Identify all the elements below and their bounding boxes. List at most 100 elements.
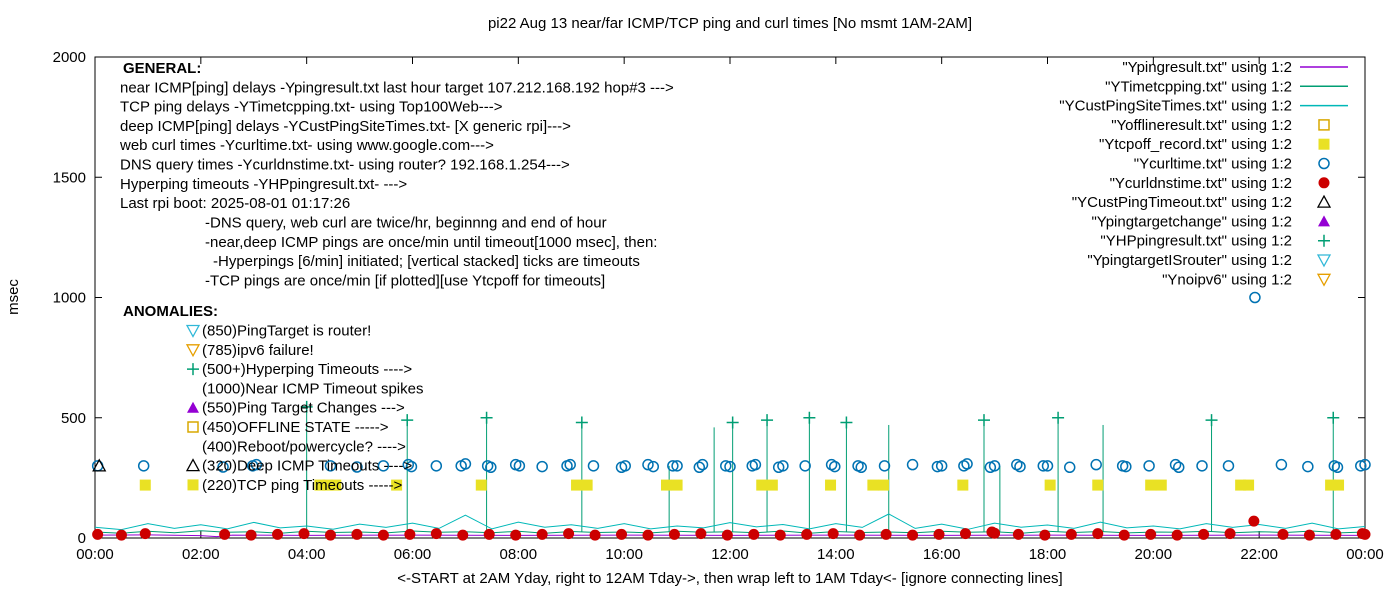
data-point-circle-filled <box>536 528 548 540</box>
data-point-circle-filled <box>92 528 104 540</box>
data-point-circle-filled <box>1277 528 1289 540</box>
data-point-square-filled <box>1145 479 1157 491</box>
data-point-circle-filled <box>1303 529 1315 541</box>
data-point-square-filled <box>867 479 879 491</box>
data-point-square-filled <box>756 479 768 491</box>
data-point-circle-open <box>485 461 497 474</box>
data-point-circle-filled <box>1198 528 1210 540</box>
data-point-circle-filled <box>1039 529 1051 541</box>
data-point-circle-open <box>720 460 732 472</box>
data-point-square-filled <box>1243 479 1255 491</box>
data-point-circle-open <box>799 460 811 472</box>
general-line: near ICMP[ping] delays -Ypingresult.txt … <box>120 79 674 96</box>
general-note: -near,deep ICMP pings are once/min until… <box>205 234 657 251</box>
anomaly-square-open <box>187 421 199 433</box>
anomaly-triangle-open <box>185 458 201 472</box>
data-point-circle-open <box>217 461 229 473</box>
data-point-circle-open <box>587 460 600 472</box>
legend-label: "Ypingtargetchange" using 1:2 <box>1091 213 1292 230</box>
data-point-circle-filled <box>695 528 707 540</box>
data-point-circle-filled <box>1248 515 1260 527</box>
data-point-plus <box>1052 411 1065 424</box>
data-point-square-filled <box>1333 479 1345 491</box>
data-point-circle-open <box>878 460 891 472</box>
legend-label: "Ypingresult.txt" using 1:2 <box>1122 59 1292 76</box>
data-point-circle-open <box>696 458 709 471</box>
data-point-circle-filled <box>115 529 127 541</box>
data-point-circle-open <box>1359 458 1371 471</box>
data-point-square-filled <box>877 479 889 491</box>
data-point-circle-open <box>1041 460 1054 472</box>
anomaly-line: (500+)Hyperping Timeouts ----> <box>202 361 412 378</box>
general-note: -TCP pings are once/min [if plotted][use… <box>205 272 605 289</box>
legend-marker-plus <box>1318 234 1330 247</box>
data-point-square-filled <box>661 479 672 491</box>
chart-title: pi22 Aug 13 near/far ICMP/TCP ping and c… <box>488 15 972 32</box>
x-axis-label: <-START at 2AM Yday, right to 12AM Tday-… <box>397 570 1062 587</box>
data-point-circle-filled <box>1359 528 1371 540</box>
data-point-circle-open <box>1143 460 1155 472</box>
data-point-circle-open <box>906 458 919 471</box>
data-point-circle-filled <box>616 528 628 540</box>
data-point-plus <box>840 416 853 429</box>
general-line: Hyperping timeouts -YHPpingresult.txt- -… <box>120 176 407 193</box>
data-point-circle-filled <box>457 529 469 541</box>
data-point-circle-open <box>405 460 418 473</box>
data-point-circle-filled <box>1065 528 1077 540</box>
data-point-circle-filled <box>880 528 892 540</box>
x-tick-label: 22:00 <box>1240 546 1278 563</box>
legend-label: "Ytcpoff_record.txt" using 1:2 <box>1099 136 1292 153</box>
data-point-circle-filled <box>430 528 442 540</box>
data-point-circle-open <box>1331 461 1344 474</box>
data-point-circle-open <box>324 460 337 472</box>
data-point-square-filled <box>475 479 487 491</box>
data-point-circle-open <box>724 460 736 473</box>
data-point-circle-filled <box>510 529 522 541</box>
general-header: GENERAL: <box>123 60 201 77</box>
x-tick-label: 08:00 <box>500 546 538 563</box>
data-point-plus <box>761 414 774 427</box>
data-point-circle-open <box>1169 458 1182 471</box>
data-point-circle-filled <box>827 528 839 540</box>
anomaly-line: (550)Ping Target Changes ---> <box>202 400 405 417</box>
anomaly-plus <box>187 363 199 376</box>
data-point-circle-open <box>250 458 263 471</box>
x-tick-label: 12:00 <box>711 546 749 563</box>
x-tick-label: 02:00 <box>182 546 220 563</box>
anomaly-line: (850)PingTarget is router! <box>202 323 371 340</box>
data-point-circle-filled <box>721 529 733 541</box>
general-note: -DNS query, web curl are twice/hr, begin… <box>205 215 607 232</box>
series-line <box>94 513 1366 531</box>
data-point-circle-filled <box>563 528 575 540</box>
anomaly-square-filled <box>187 479 199 491</box>
x-tick-label: 00:00 <box>76 546 114 563</box>
data-point-circle-filled <box>1171 529 1183 541</box>
data-point-square-filled <box>671 479 683 491</box>
data-point-circle-open <box>430 460 443 472</box>
data-point-circle-filled <box>642 529 654 541</box>
data-point-circle-open <box>137 460 150 472</box>
data-point-circle-open <box>1120 460 1132 473</box>
data-point-plus <box>401 414 414 427</box>
data-point-circle-filled <box>1118 529 1130 541</box>
data-point-circle-filled <box>483 528 495 540</box>
data-point-circle-open <box>855 461 867 474</box>
data-point-circle-open <box>564 458 576 471</box>
legend-marker-square-filled <box>1318 138 1330 150</box>
data-point-circle-filled <box>959 528 971 540</box>
data-point-square-filled <box>766 479 778 491</box>
data-point-plus <box>1327 411 1340 424</box>
legend-marker-triangle-open <box>1316 194 1332 208</box>
general-line: web curl times -Ycurltime.txt- using www… <box>119 137 494 154</box>
data-point-circle-open <box>829 460 841 473</box>
data-point-circle-filled <box>1012 528 1024 540</box>
data-point-circle-filled <box>668 528 680 540</box>
anomaly-line: (1000)Near ICMP Timeout spikes <box>202 380 423 397</box>
legend-label: "YTimetcpping.txt" using 1:2 <box>1105 78 1292 95</box>
data-point-square-filled <box>1044 479 1056 491</box>
data-point-circle-open <box>1037 460 1050 472</box>
data-point-square-filled <box>1155 479 1167 491</box>
data-point-circle-filled <box>404 528 416 540</box>
